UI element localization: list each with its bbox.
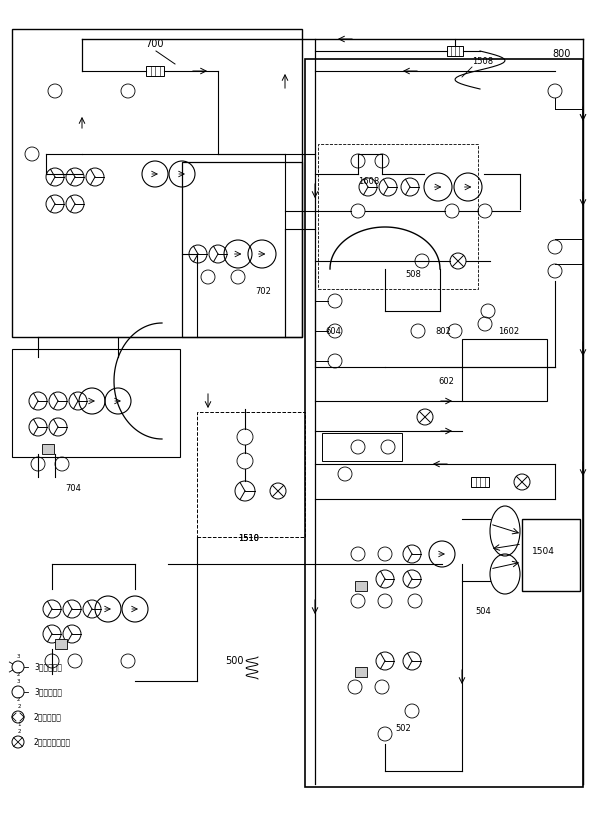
Text: 802: 802: [435, 327, 451, 336]
Bar: [355, 581, 367, 591]
Text: 1510: 1510: [238, 534, 259, 543]
Bar: [182, 162, 302, 337]
Bar: [318, 144, 478, 289]
Text: 702: 702: [255, 287, 271, 296]
Text: 502: 502: [395, 724, 411, 733]
Bar: [146, 66, 164, 76]
Text: 1504: 1504: [532, 547, 555, 556]
Text: 2方向可調弁: 2方向可調弁: [34, 713, 62, 722]
Text: 1510: 1510: [238, 534, 259, 543]
Text: 2: 2: [17, 704, 21, 709]
Bar: [447, 46, 463, 56]
Bar: [12, 29, 302, 337]
Text: 604: 604: [325, 327, 341, 336]
Text: 1602: 1602: [498, 327, 519, 336]
Text: 2: 2: [17, 729, 21, 734]
Text: 704: 704: [65, 484, 81, 493]
Bar: [355, 667, 367, 677]
Text: 3: 3: [16, 679, 20, 684]
Bar: [322, 433, 402, 461]
Bar: [305, 59, 583, 787]
Text: 602: 602: [438, 377, 454, 386]
Text: 504: 504: [475, 607, 491, 616]
Bar: [42, 444, 54, 454]
Bar: [471, 477, 489, 487]
Text: 1: 1: [17, 722, 21, 727]
Text: 3方向高圧弁: 3方向高圧弁: [34, 687, 62, 696]
Bar: [462, 339, 547, 401]
Text: 3: 3: [16, 654, 20, 659]
Text: 500: 500: [225, 656, 244, 666]
Text: 508: 508: [405, 270, 421, 279]
Text: 2: 2: [16, 672, 20, 677]
Text: 1508: 1508: [472, 57, 493, 66]
Text: 3方向低圧弁: 3方向低圧弁: [34, 663, 62, 672]
Bar: [55, 639, 67, 649]
Bar: [197, 412, 305, 537]
Bar: [522, 519, 580, 591]
Text: 800: 800: [552, 49, 570, 59]
Text: 700: 700: [145, 39, 164, 49]
Text: 1608: 1608: [358, 177, 379, 186]
Text: 2方向バイナリ弁: 2方向バイナリ弁: [34, 737, 71, 746]
Text: 2: 2: [16, 697, 20, 702]
Bar: [12, 349, 180, 457]
